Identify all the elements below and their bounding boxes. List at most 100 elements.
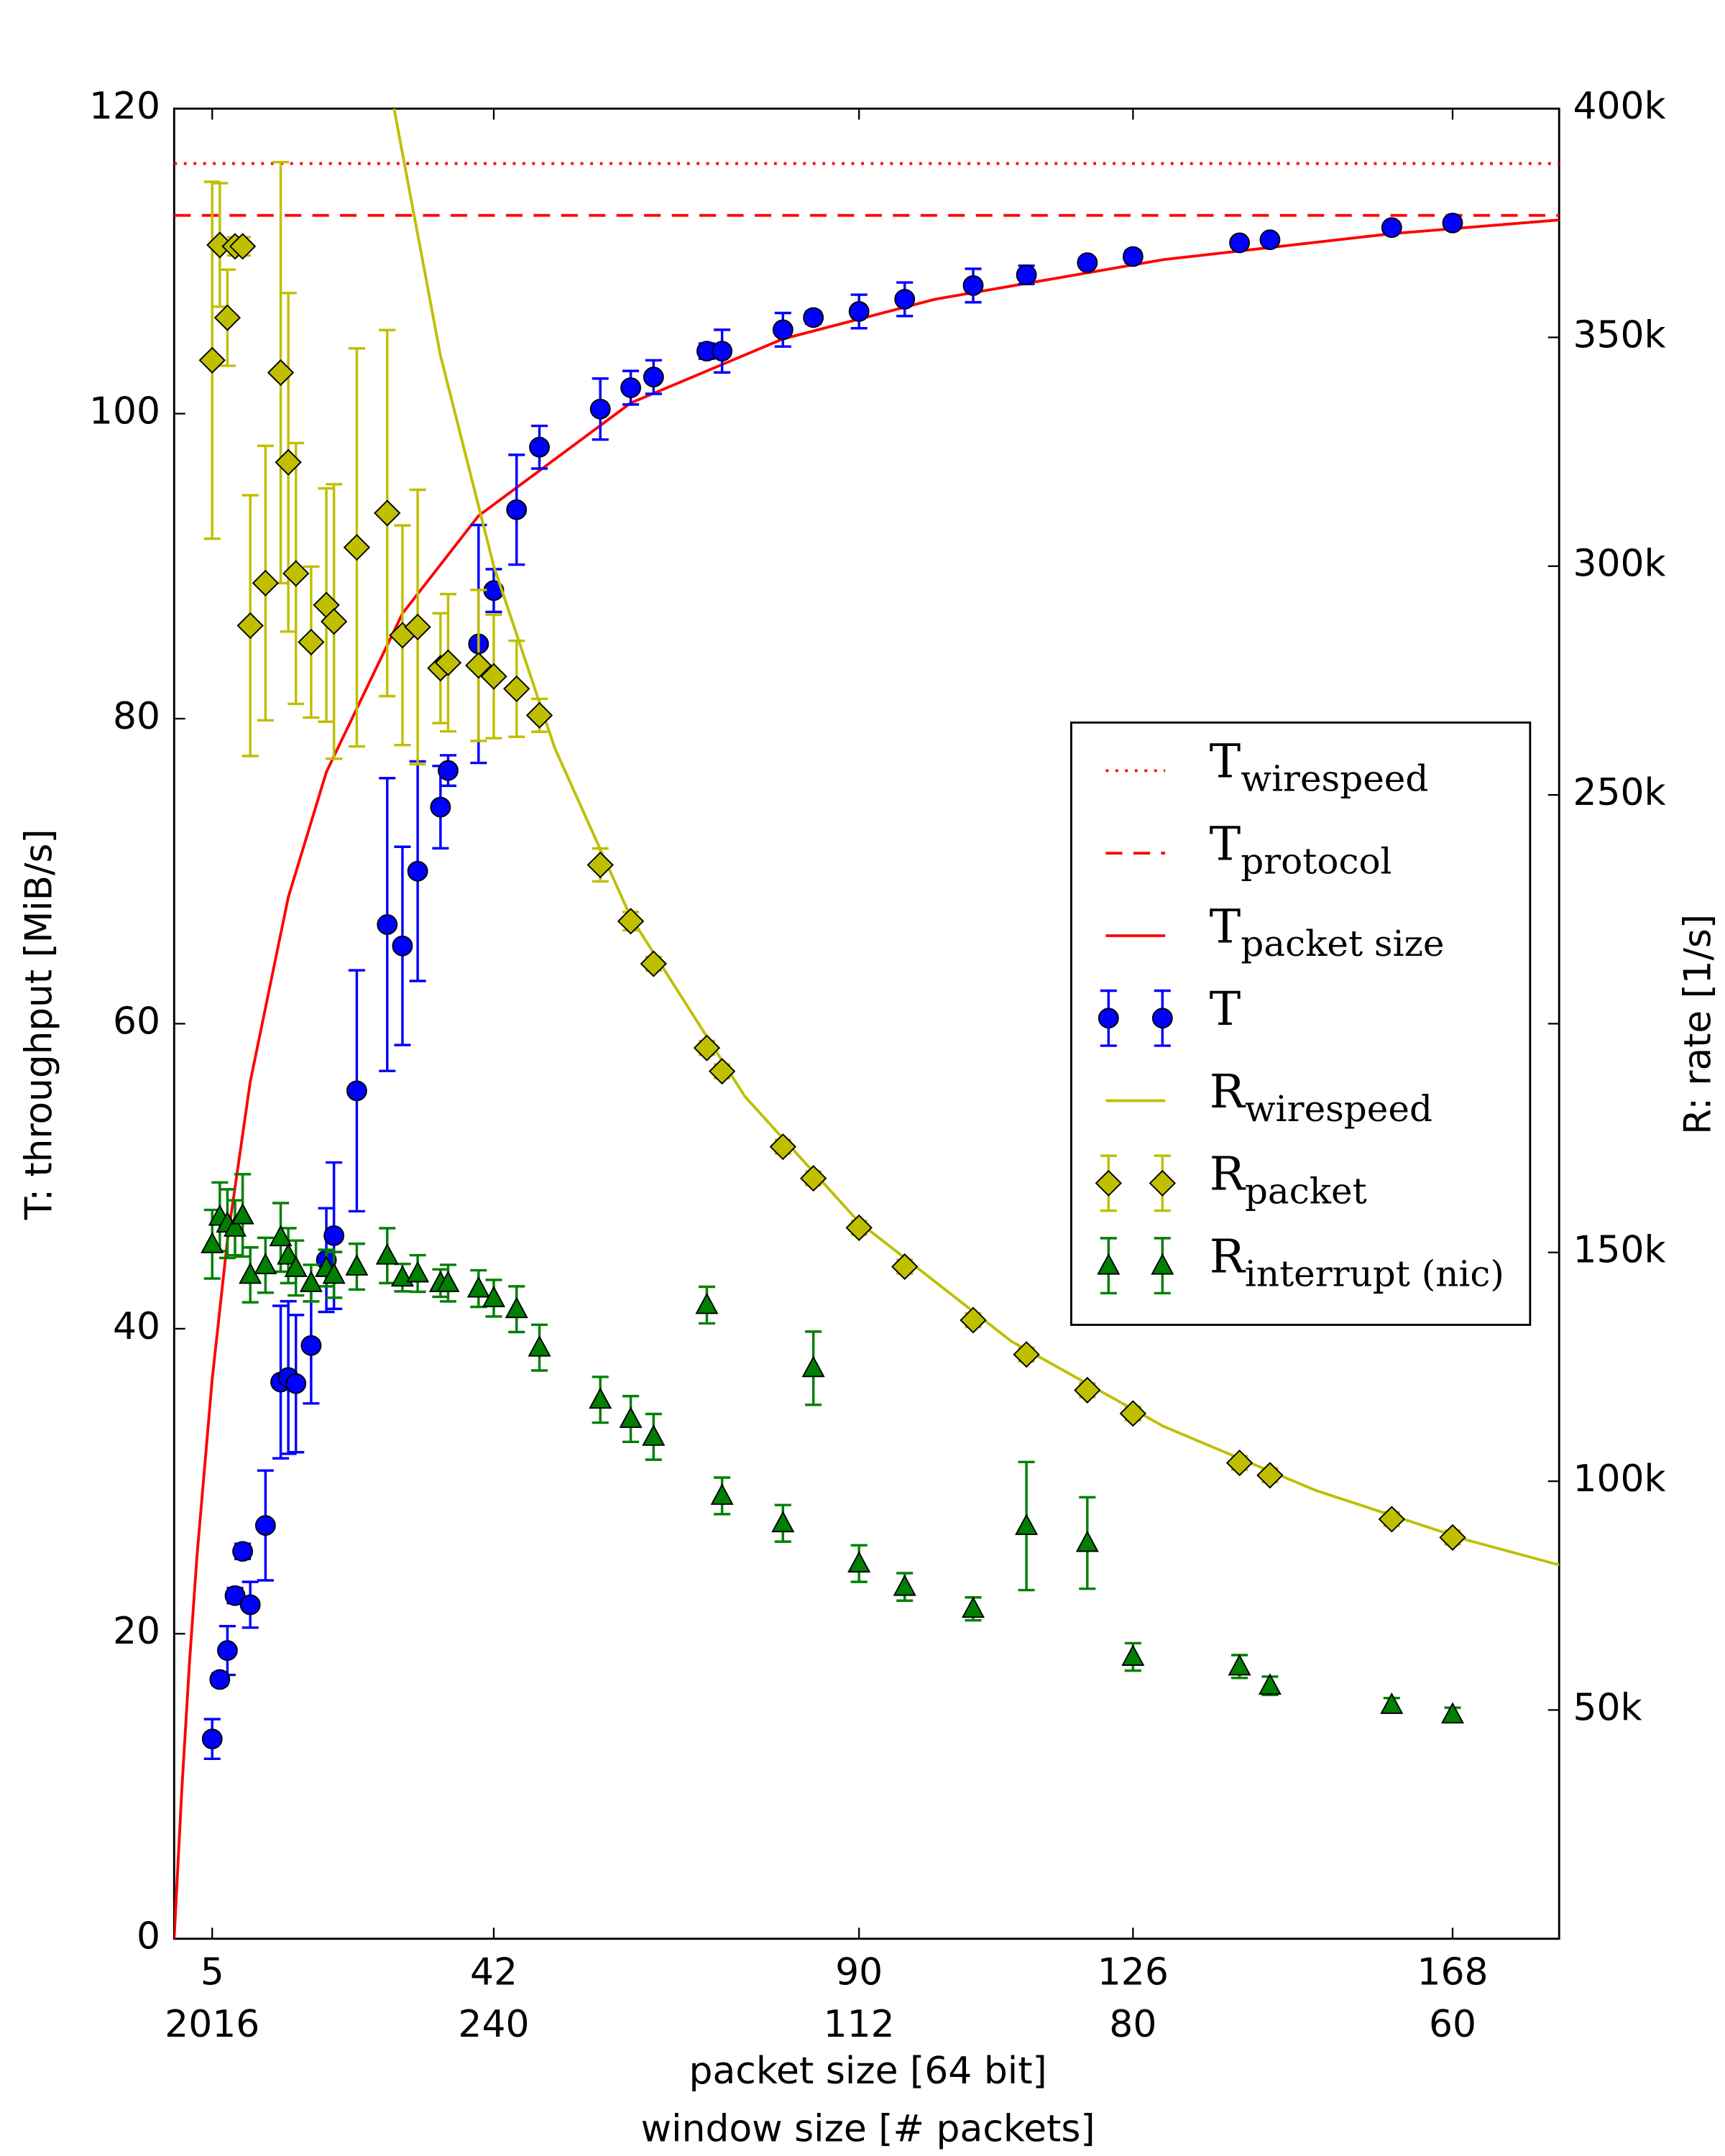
y2-tick-label: 50k [1573,1686,1642,1729]
marker [1015,1514,1039,1535]
marker [1074,1376,1101,1404]
marker [1256,1462,1284,1489]
legend-subscript: packet [1245,1171,1367,1212]
marker [213,304,242,331]
marker [891,1253,919,1281]
marker [232,1541,254,1562]
y-tick-label: 20 [113,1610,160,1653]
marker [1229,232,1250,254]
curve [174,218,1560,1939]
marker [643,367,664,387]
marker [962,275,984,296]
marker [528,1335,551,1357]
marker [275,448,302,476]
legend-name: R [1210,1064,1246,1119]
marker [1258,1673,1282,1695]
marker [480,663,507,690]
marker [252,569,280,596]
y-tick-label: 0 [137,1915,160,1958]
legend-label: Tprotocol [1210,817,1392,883]
marker [708,1058,736,1085]
marker [375,1243,399,1265]
marker [1442,212,1463,234]
marker [377,914,398,935]
legend-name: T [1210,734,1241,789]
y-tick-label: 40 [113,1305,160,1348]
marker [320,608,348,635]
y2-tick-label: 300k [1573,543,1665,586]
marker [589,1387,612,1409]
x2-tick-label: 2016 [165,2003,259,2046]
legend-box [1070,721,1532,1326]
marker [525,701,553,729]
marker [201,1728,223,1750]
marker [693,1034,721,1061]
marker [254,1515,276,1536]
marker [343,534,371,561]
marker [894,289,916,310]
marker [236,612,264,640]
legend-label: Rinterrupt (nic) [1210,1230,1504,1295]
legend-subscript: packet size [1241,923,1444,964]
x-tick-label: 42 [470,1951,518,1994]
marker [322,1262,346,1284]
y2-tick-label: 100k [1573,1457,1665,1501]
marker [231,1202,254,1225]
legend-name: T [1210,899,1241,954]
marker [799,1165,827,1192]
marker [1225,1450,1254,1477]
legend-label: Rpacket [1210,1147,1367,1212]
y-tick-label: 120 [89,85,160,128]
marker [712,341,733,361]
marker [209,1669,231,1690]
legend-label: Rwirespeed [1210,1064,1432,1130]
x-tick-label: 126 [1098,1951,1169,1994]
marker [620,377,641,398]
marker [586,851,614,879]
marker [801,1355,825,1378]
plot-area [174,109,1560,1939]
legend-label: Tpacket size [1210,899,1445,964]
marker [406,1261,430,1283]
marker [1121,1644,1145,1666]
marker [299,1271,323,1292]
marker [771,1511,795,1533]
x2-axis-label: window size [# packets] [641,2108,1095,2151]
marker [1439,1524,1466,1551]
x-axis-label: packet size [64 bit] [689,2050,1047,2093]
x2-tick-label: 240 [458,2003,529,2046]
marker [845,1214,873,1241]
marker [695,1292,719,1314]
y-axis-label: T: throughput [MiB/s] [18,829,61,1220]
marker [466,1276,490,1298]
curve [392,109,1560,1567]
marker [216,1640,238,1661]
marker [404,613,431,641]
marker [1098,1008,1119,1029]
marker [640,950,667,977]
y2-tick-label: 150k [1573,1229,1665,1272]
y2-axis-label: R: rate [1/s] [1676,914,1719,1135]
y2-tick-label: 400k [1573,85,1665,128]
marker [1440,1702,1465,1724]
y-tick-label: 60 [113,1000,160,1044]
marker [277,1243,300,1265]
marker [1077,252,1098,273]
legend-name: T [1210,817,1241,872]
marker [1149,1169,1176,1197]
marker [323,1225,345,1246]
marker [893,1574,916,1596]
marker [503,675,530,702]
marker [772,319,794,341]
marker [482,1286,506,1307]
x2-tick-label: 80 [1109,2003,1156,2046]
legend-subscript: wirespeed [1241,758,1428,800]
marker [436,1271,460,1292]
marker [407,860,428,882]
y-tick-label: 100 [89,390,160,433]
legend-subscript: interrupt (nic) [1245,1253,1504,1295]
marker [505,1296,528,1319]
y2-tick-label: 250k [1573,771,1665,814]
legend-subscript: wirespeed [1245,1088,1432,1130]
